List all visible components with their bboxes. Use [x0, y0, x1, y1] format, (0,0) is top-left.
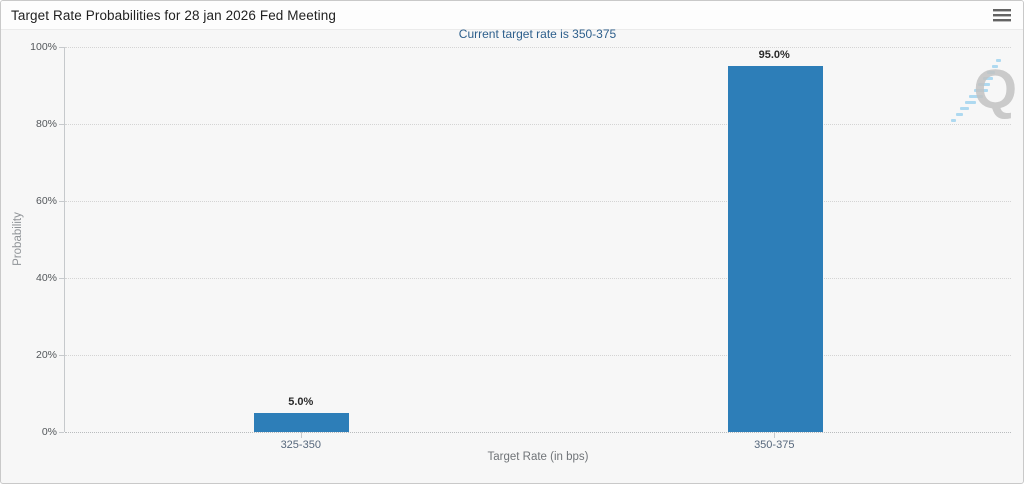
x-category-label: 325-350 [280, 439, 321, 451]
y-tick-label: 0% [41, 426, 57, 438]
y-tick-mark [59, 124, 64, 125]
chart-subtitle: Current target rate is 350-375 [458, 27, 617, 41]
y-tick-mark [59, 47, 64, 48]
y-tick-label: 100% [30, 41, 57, 53]
y-tick-label: 40% [35, 272, 57, 284]
y-tick-label: 60% [35, 195, 57, 207]
hamburger-icon [992, 9, 1012, 22]
x-tick-mark [300, 432, 302, 438]
y-tick-mark [59, 278, 64, 279]
y-tick-label: 80% [35, 118, 57, 130]
gridline-80% [65, 124, 1011, 125]
gridline-20% [65, 355, 1011, 356]
gridline-0% [65, 432, 1011, 433]
bar-325-350[interactable] [254, 412, 350, 432]
y-tick-mark [59, 432, 64, 433]
x-category-label: 350-375 [754, 439, 795, 451]
x-tick-mark [774, 432, 776, 438]
y-axis-title: Probability [12, 212, 24, 266]
gridline-60% [65, 201, 1011, 202]
y-tick-label: 20% [35, 349, 57, 361]
x-axis-title: Target Rate (in bps) [487, 451, 589, 463]
context-menu-button[interactable] [990, 7, 1014, 26]
chart-header: Target Rate Probabilities for 28 jan 202… [1, 1, 1023, 30]
bar-350-375[interactable] [727, 66, 823, 432]
plot-area [64, 47, 1011, 433]
y-tick-mark [59, 201, 64, 202]
chart-title: Target Rate Probabilities for 28 jan 202… [11, 8, 336, 23]
bar-value-label: 95.0% [758, 49, 790, 62]
gridline-100% [65, 47, 1011, 48]
y-tick-mark [59, 355, 64, 356]
bar-value-label: 5.0% [288, 395, 314, 408]
gridline-40% [65, 278, 1011, 279]
